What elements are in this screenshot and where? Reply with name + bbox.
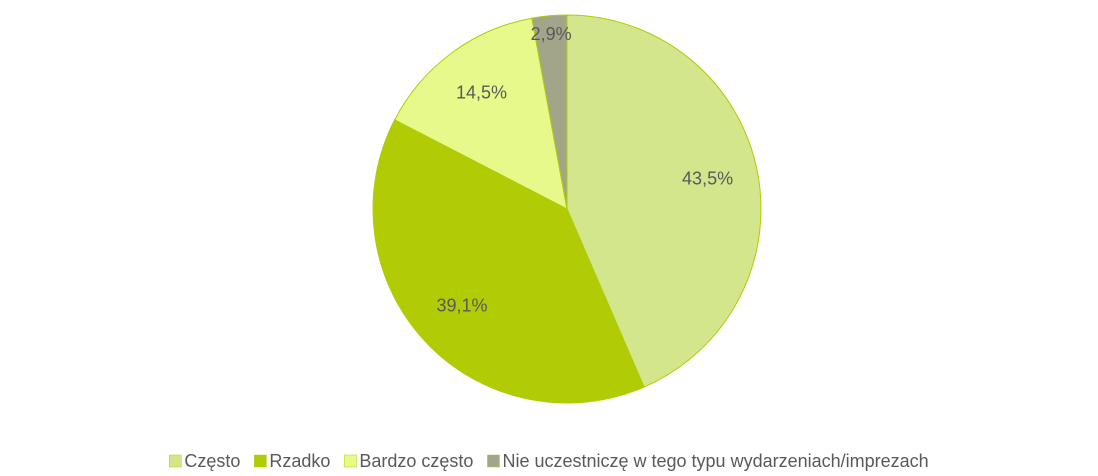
- legend-swatch: [169, 454, 182, 468]
- legend-swatch: [344, 454, 357, 468]
- pie-slice: [531, 14, 568, 210]
- pie-slice: [566, 14, 762, 388]
- data-label: 14,5%: [456, 82, 507, 102]
- legend-label: Rzadko: [269, 451, 330, 471]
- data-label: 43,5%: [682, 169, 733, 189]
- data-label: 2,9%: [531, 24, 572, 44]
- legend-label: Bardzo często: [359, 451, 473, 471]
- pie-slice: [394, 17, 568, 210]
- legend-swatch: [487, 454, 500, 468]
- legend-label: Często: [184, 451, 240, 471]
- legend-label: Nie uczestniczę w tego typu wydarzeniach…: [502, 451, 928, 471]
- pie-slice: [372, 119, 645, 404]
- legend-swatch: [254, 454, 267, 468]
- data-label: 39,1%: [437, 296, 488, 316]
